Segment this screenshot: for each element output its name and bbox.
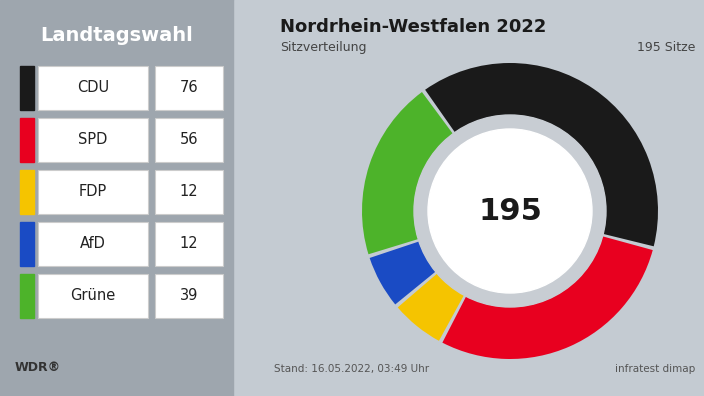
Text: 56: 56	[180, 133, 199, 147]
Circle shape	[428, 129, 592, 293]
Text: SPD: SPD	[78, 133, 108, 147]
Text: AfD: AfD	[80, 236, 106, 251]
Wedge shape	[370, 242, 436, 305]
Text: Nordrhein-Westfalen 2022: Nordrhein-Westfalen 2022	[280, 18, 546, 36]
Bar	[20, 170, 34, 214]
Bar	[235, 0, 704, 396]
Circle shape	[414, 115, 606, 307]
Bar	[20, 274, 34, 318]
Text: Sitzverteilung: Sitzverteilung	[280, 41, 367, 54]
Polygon shape	[235, 0, 270, 396]
Wedge shape	[362, 92, 453, 254]
Text: Grüne: Grüne	[70, 289, 115, 303]
Bar	[20, 66, 34, 110]
Wedge shape	[398, 274, 464, 341]
Bar	[0, 0, 235, 396]
Bar	[20, 222, 34, 266]
Bar	[155, 170, 223, 214]
Text: FDP: FDP	[79, 185, 107, 200]
Bar	[38, 222, 148, 266]
Text: 76: 76	[180, 80, 199, 95]
Text: WDR®: WDR®	[15, 361, 61, 374]
Text: Stand: 16.05.2022, 03:49 Uhr: Stand: 16.05.2022, 03:49 Uhr	[275, 364, 429, 374]
Text: 39: 39	[180, 289, 199, 303]
Bar	[155, 274, 223, 318]
Bar	[38, 118, 148, 162]
Wedge shape	[425, 63, 658, 246]
Bar	[38, 66, 148, 110]
Polygon shape	[235, 0, 265, 396]
Bar	[20, 118, 34, 162]
Text: 12: 12	[180, 185, 199, 200]
Wedge shape	[442, 236, 653, 359]
Text: 195: 195	[478, 196, 542, 225]
Text: CDU: CDU	[77, 80, 109, 95]
Text: 195 Sitze: 195 Sitze	[636, 41, 695, 54]
Bar	[155, 222, 223, 266]
Bar	[155, 66, 223, 110]
Text: Landtagswahl: Landtagswahl	[41, 26, 194, 45]
Text: 12: 12	[180, 236, 199, 251]
Text: infratest dimap: infratest dimap	[615, 364, 695, 374]
Circle shape	[355, 55, 665, 366]
Bar	[155, 118, 223, 162]
Bar	[38, 274, 148, 318]
Bar	[38, 170, 148, 214]
